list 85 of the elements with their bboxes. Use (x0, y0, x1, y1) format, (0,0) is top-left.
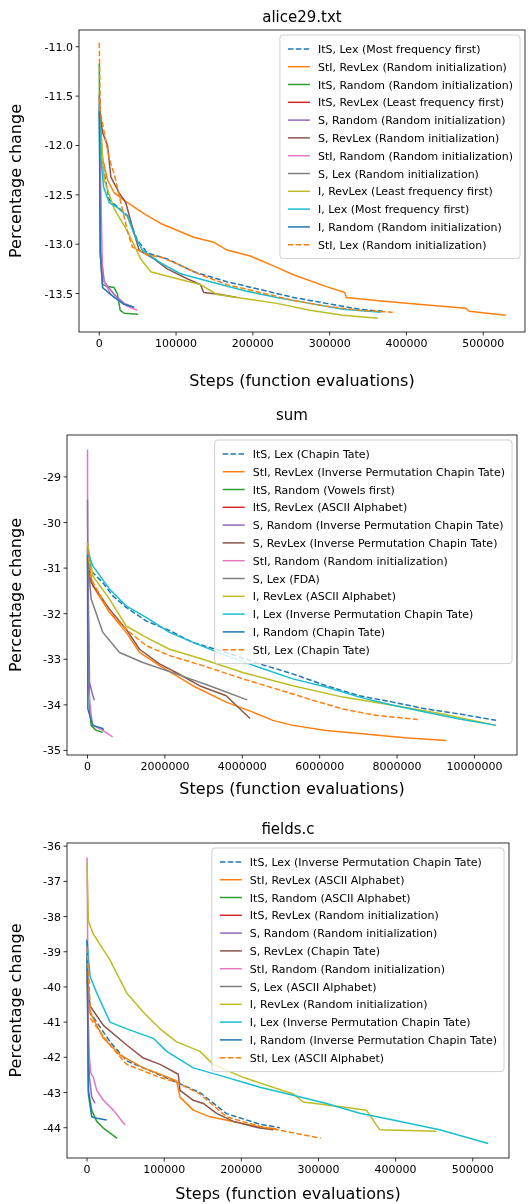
legend-label: ItS, RevLex (ASCII Alphabet) (252, 501, 408, 515)
legend-label: I, Random (Inverse Permutation Chapin Tate) (249, 1033, 498, 1047)
x-axis-title: Steps (function evaluations) (189, 371, 415, 390)
y-tick-label: -37 (43, 875, 61, 889)
x-tick-label: 10000000 (446, 760, 503, 773)
legend-label: ItS, Random (Random initialization) (317, 78, 514, 92)
chart-title: alice29.txt (262, 8, 342, 26)
y-tick-label: -38 (43, 910, 61, 924)
x-tick-label: 500000 (462, 337, 505, 350)
y-tick-label: -12.5 (44, 188, 73, 202)
x-tick-label: 100000 (155, 337, 198, 350)
y-axis-title: Percentage change (6, 518, 25, 672)
y-tick-label: -43 (43, 1086, 61, 1100)
legend-label: StI, RevLex (ASCII Alphabet) (249, 873, 405, 887)
y-tick-label: -32 (43, 607, 61, 621)
y-tick-label: -11.5 (44, 90, 73, 104)
x-axis-title: Steps (function evaluations) (175, 1184, 401, 1203)
x-tick-label: 200000 (231, 337, 274, 350)
y-tick-label: -29 (43, 470, 61, 484)
y-tick-label: -13.0 (44, 238, 73, 252)
y-tick-label: -35 (43, 744, 61, 758)
x-tick-label: 200000 (220, 1163, 263, 1176)
legend-label: StI, Lex (ASCII Alphabet) (249, 1051, 385, 1065)
x-tick-label: 0 (84, 760, 92, 773)
x-tick-label: 6000000 (295, 760, 345, 773)
legend-label: I, Random (Random initialization) (317, 220, 502, 234)
legend-label: I, Lex (Most frequency first) (317, 203, 470, 217)
legend-label: S, Lex (FDA) (252, 572, 320, 586)
x-tick-label: 400000 (385, 337, 428, 350)
y-tick-label: -31 (43, 562, 61, 576)
legend-label: StI, RevLex (Inverse Permutation Chapin Tate) (252, 465, 506, 479)
legend-label: ItS, RevLex (Least frequency first) (317, 96, 505, 110)
y-tick-label: -40 (43, 980, 61, 994)
legend-label: I, RevLex (ASCII Alphabet) (252, 590, 396, 604)
x-tick-label: 8000000 (372, 760, 422, 773)
legend-label: I, RevLex (Least frequency first) (317, 185, 493, 199)
x-tick-label: 2000000 (140, 760, 190, 773)
legend-label: ItS, Random (Vowels first) (252, 483, 395, 497)
y-tick-label: -42 (43, 1051, 61, 1065)
legend-label: S, Random (Random initialization) (317, 114, 506, 128)
legend-label: I, RevLex (Random initialization) (249, 998, 428, 1012)
legend-label: I, Lex (Inverse Permutation Chapin Tate) (249, 1016, 471, 1030)
y-tick-label: -13.5 (44, 287, 73, 301)
y-axis-title: Percentage change (6, 104, 25, 258)
y-tick-label: -39 (43, 945, 61, 959)
x-tick-label: 0 (95, 337, 103, 350)
y-tick-label: -30 (43, 516, 61, 530)
legend-label: ItS, Lex (Inverse Permutation Chapin Tate) (249, 855, 482, 869)
y-tick-label: -12.0 (44, 139, 73, 153)
legend-label: S, RevLex (Inverse Permutation Chapin Tate) (252, 536, 498, 550)
x-tick-label: 300000 (297, 1163, 340, 1176)
x-tick-label: 300000 (308, 337, 351, 350)
y-tick-label: -11.0 (44, 40, 73, 54)
x-tick-label: 500000 (451, 1163, 494, 1176)
y-tick-label: -33 (43, 653, 61, 667)
y-tick-label: -36 (43, 840, 61, 854)
legend-label: StI, Lex (Random initialization) (317, 238, 487, 252)
y-tick-label: -44 (43, 1121, 61, 1135)
x-tick-label: 0 (83, 1163, 91, 1176)
legend-label: S, Lex (ASCII Alphabet) (249, 980, 377, 994)
legend-label: S, Random (Random initialization) (249, 927, 438, 941)
legend-label: S, Lex (Random initialization) (317, 167, 479, 181)
legend-label: S, Random (Inverse Permutation Chapin Tate) (252, 519, 504, 533)
x-tick-label: 4000000 (217, 760, 267, 773)
x-tick-label: 100000 (143, 1163, 186, 1176)
legend-label: StI, RevLex (Random initialization) (317, 60, 507, 74)
legend-label: StI, Random (Random initialization) (317, 149, 514, 163)
legend-label: I, Lex (Inverse Permutation Chapin Tate) (252, 608, 474, 622)
y-axis-title: Percentage change (6, 923, 25, 1078)
legend-label: ItS, Lex (Chapin Tate) (252, 447, 370, 461)
chart-title: sum (276, 406, 308, 424)
chart-title: fields.c (261, 820, 315, 838)
legend-label: StI, Lex (Chapin Tate) (252, 643, 370, 657)
legend-label: ItS, Random (ASCII Alphabet) (249, 891, 411, 905)
legend-label: StI, Random (Random initialization) (252, 554, 448, 568)
legend-label: S, RevLex (Random initialization) (317, 131, 500, 145)
y-tick-label: -41 (43, 1016, 61, 1030)
legend-label: I, Random (Chapin Tate) (252, 625, 386, 639)
legend-label: ItS, RevLex (Random initialization) (249, 909, 439, 923)
x-tick-label: 400000 (374, 1163, 417, 1176)
y-tick-label: -34 (43, 698, 61, 712)
legend-label: ItS, Lex (Most frequency first) (317, 42, 481, 56)
legend-label: StI, Random (Random initialization) (249, 962, 445, 976)
legend-label: S, RevLex (Chapin Tate) (249, 944, 380, 958)
x-axis-title: Steps (function evaluations) (179, 779, 405, 798)
